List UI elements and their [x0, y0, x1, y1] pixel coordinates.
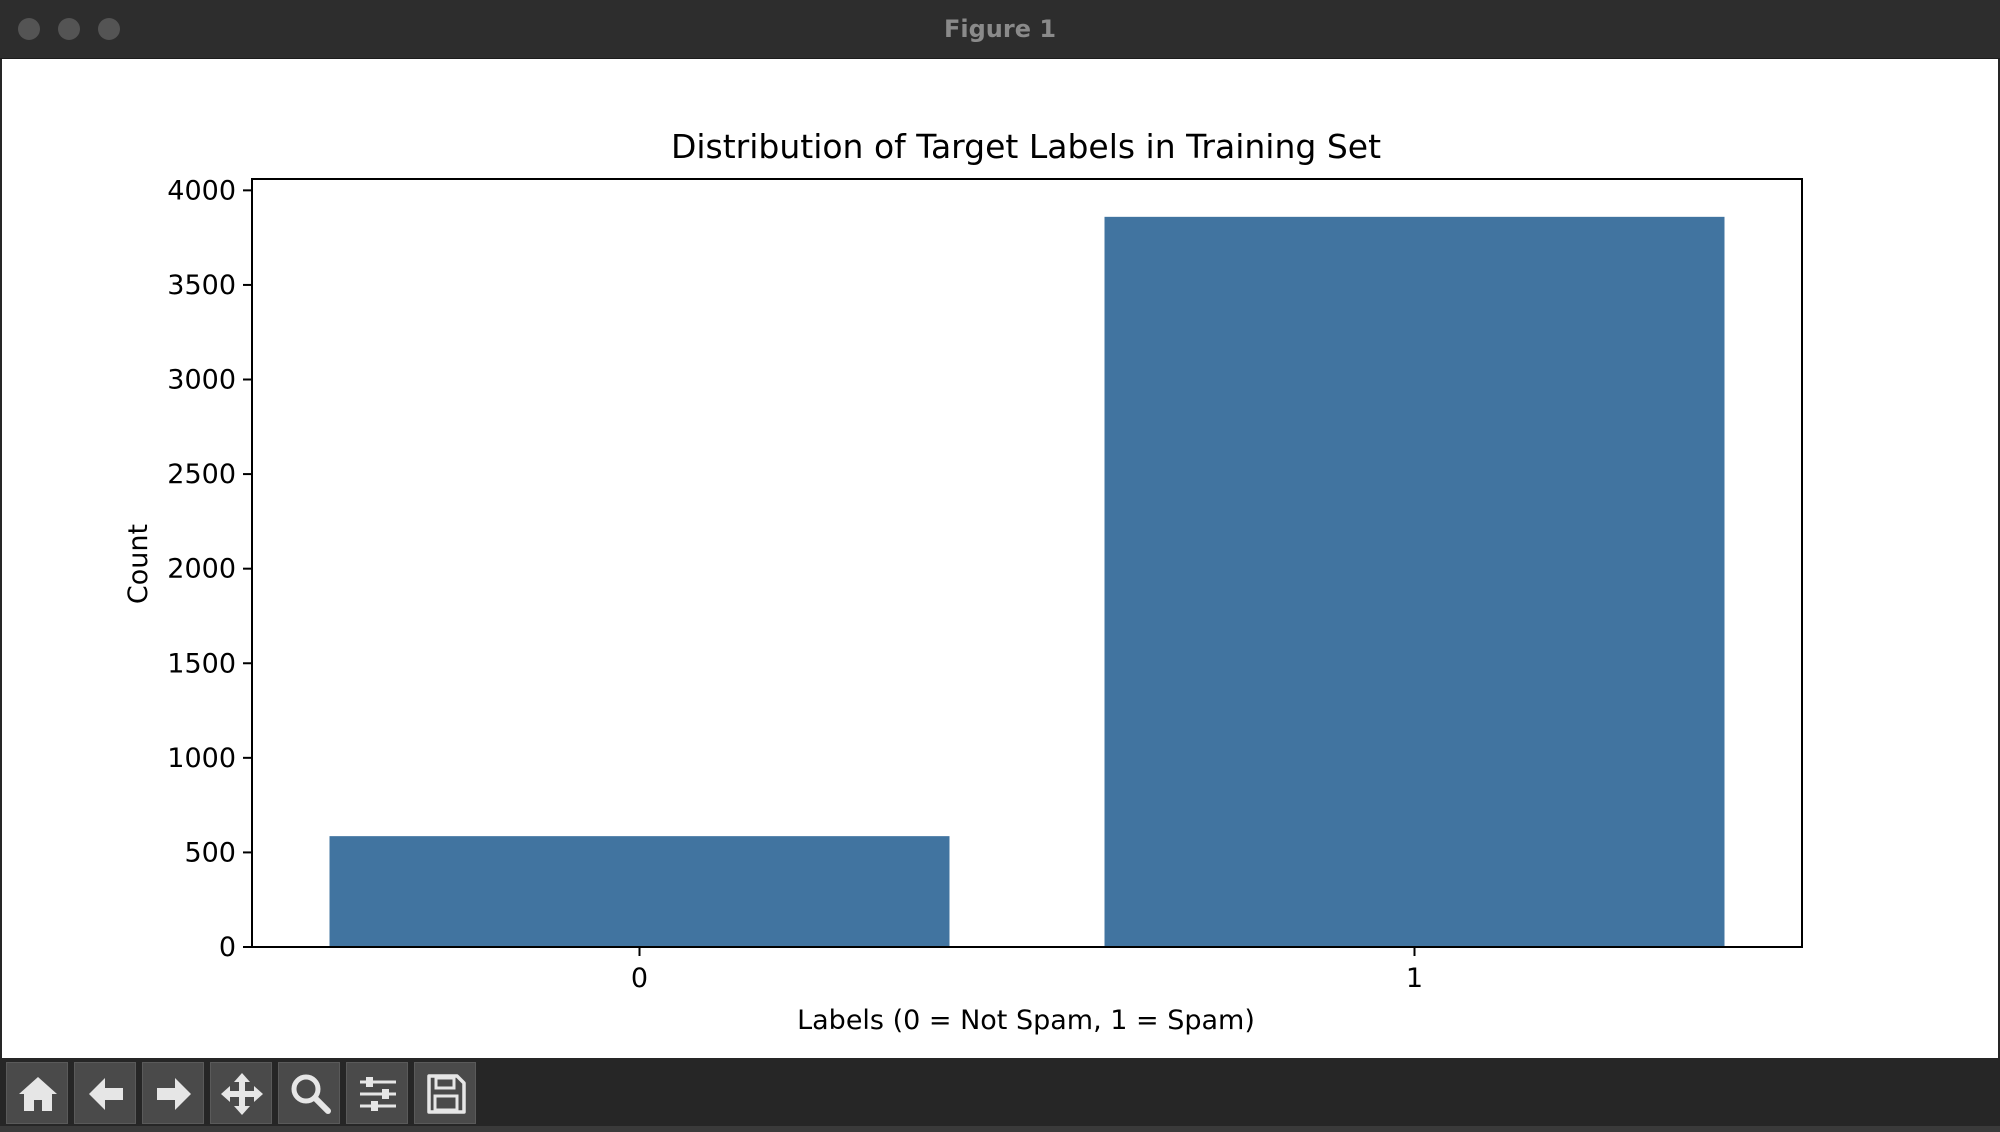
pan-button[interactable] — [210, 1062, 272, 1124]
x-tick-label: 0 — [631, 963, 648, 994]
y-tick-label: 3500 — [167, 270, 236, 301]
save-floppy-icon — [427, 1074, 466, 1114]
configure-subplots-icon — [360, 1077, 396, 1111]
y-axis: 0 500 1000 1500 2000 2500 3000 3500 4000 — [167, 175, 252, 963]
window-title: Figure 1 — [943, 15, 1057, 43]
save-button[interactable] — [414, 1062, 476, 1124]
figure-canvas[interactable]: Distribution of Target Labels in Trainin… — [2, 59, 1998, 1058]
zoom-magnifier-icon — [291, 1074, 331, 1114]
y-tick-label: 1000 — [167, 743, 236, 774]
y-tick-label: 1500 — [167, 648, 236, 679]
home-button[interactable] — [6, 1062, 68, 1124]
forward-arrow-icon — [157, 1078, 191, 1110]
chart-title: Distribution of Target Labels in Trainin… — [671, 127, 1381, 166]
zoom-button[interactable] — [278, 1062, 340, 1124]
bar-0 — [329, 836, 950, 947]
x-tick-label: 1 — [1406, 963, 1423, 994]
background-strip — [0, 1126, 2000, 1132]
y-tick-label: 2500 — [167, 459, 236, 490]
home-icon — [19, 1077, 57, 1111]
x-axis-label: Labels (0 = Not Spam, 1 = Spam) — [797, 1005, 1255, 1036]
y-tick-label: 4000 — [167, 175, 236, 206]
pan-move-icon — [221, 1073, 263, 1115]
bar-1 — [1104, 216, 1725, 947]
y-tick-label: 0 — [219, 932, 236, 963]
maximize-window-button[interactable] — [98, 18, 120, 40]
plot-frame — [251, 178, 1803, 948]
y-tick-label: 3000 — [167, 365, 236, 396]
minimize-window-button[interactable] — [58, 18, 80, 40]
back-button[interactable] — [74, 1062, 136, 1124]
navigation-toolbar — [0, 1058, 2000, 1132]
bars-layer — [329, 216, 1725, 947]
back-arrow-icon — [89, 1078, 123, 1110]
y-tick-label: 2000 — [167, 554, 236, 585]
title-bar: Figure 1 — [0, 0, 2000, 59]
close-window-button[interactable] — [18, 18, 40, 40]
y-tick-label: 500 — [184, 837, 236, 868]
forward-button[interactable] — [142, 1062, 204, 1124]
y-axis-label: Count — [123, 524, 154, 604]
bar-chart: Distribution of Target Labels in Trainin… — [123, 127, 1803, 1036]
configure-subplots-button[interactable] — [346, 1062, 408, 1124]
